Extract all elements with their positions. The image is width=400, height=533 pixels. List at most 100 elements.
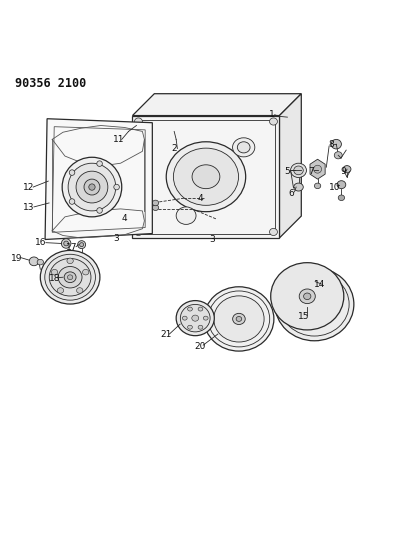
Ellipse shape <box>78 241 86 248</box>
Ellipse shape <box>68 275 73 280</box>
Ellipse shape <box>188 325 192 329</box>
Ellipse shape <box>58 266 82 288</box>
Text: 4: 4 <box>197 193 203 203</box>
Ellipse shape <box>62 157 122 217</box>
Ellipse shape <box>233 313 245 325</box>
Ellipse shape <box>97 161 102 166</box>
Ellipse shape <box>217 319 231 330</box>
Ellipse shape <box>192 315 199 321</box>
Ellipse shape <box>182 316 187 320</box>
Ellipse shape <box>49 259 91 296</box>
Ellipse shape <box>114 184 119 190</box>
Ellipse shape <box>89 184 95 190</box>
Ellipse shape <box>237 142 250 153</box>
Ellipse shape <box>338 195 344 200</box>
Ellipse shape <box>67 258 73 264</box>
Ellipse shape <box>29 257 39 266</box>
Ellipse shape <box>64 272 76 282</box>
Ellipse shape <box>180 304 210 332</box>
Ellipse shape <box>134 118 142 125</box>
Ellipse shape <box>292 272 307 287</box>
Ellipse shape <box>69 199 75 204</box>
Ellipse shape <box>76 288 83 293</box>
Ellipse shape <box>68 163 116 211</box>
Ellipse shape <box>294 183 303 191</box>
Text: 9: 9 <box>340 167 346 176</box>
Text: 12: 12 <box>23 183 34 191</box>
Ellipse shape <box>188 307 192 311</box>
Text: 21: 21 <box>160 330 172 340</box>
Text: 5: 5 <box>284 167 290 176</box>
Text: 16: 16 <box>35 238 47 247</box>
Ellipse shape <box>337 181 346 189</box>
Text: 3: 3 <box>209 235 215 244</box>
Ellipse shape <box>64 241 68 246</box>
Ellipse shape <box>173 148 238 205</box>
Text: 6: 6 <box>288 189 294 198</box>
Ellipse shape <box>343 166 351 173</box>
Text: 18: 18 <box>49 274 61 283</box>
Polygon shape <box>310 159 325 179</box>
Polygon shape <box>132 116 280 238</box>
Ellipse shape <box>84 179 100 195</box>
Ellipse shape <box>238 327 250 341</box>
Ellipse shape <box>176 301 214 336</box>
Ellipse shape <box>236 317 242 321</box>
Ellipse shape <box>166 142 246 212</box>
Text: 8: 8 <box>328 140 334 149</box>
Ellipse shape <box>45 254 96 300</box>
Ellipse shape <box>61 239 71 248</box>
Ellipse shape <box>334 152 342 159</box>
Ellipse shape <box>57 288 64 293</box>
Ellipse shape <box>198 325 203 329</box>
Ellipse shape <box>270 118 278 125</box>
Polygon shape <box>132 94 301 116</box>
Ellipse shape <box>271 263 344 330</box>
Ellipse shape <box>134 228 142 236</box>
Ellipse shape <box>270 228 278 236</box>
Ellipse shape <box>76 171 108 203</box>
Ellipse shape <box>331 140 342 149</box>
Ellipse shape <box>316 281 332 296</box>
Text: 15: 15 <box>298 312 310 321</box>
Ellipse shape <box>80 243 84 247</box>
Ellipse shape <box>294 166 303 175</box>
Ellipse shape <box>152 205 159 211</box>
Ellipse shape <box>275 268 354 341</box>
Ellipse shape <box>307 305 323 321</box>
Text: 14: 14 <box>314 280 325 289</box>
Ellipse shape <box>214 296 264 342</box>
Ellipse shape <box>314 183 321 189</box>
Text: 7: 7 <box>308 167 314 176</box>
Ellipse shape <box>69 170 75 175</box>
Ellipse shape <box>40 251 100 304</box>
Ellipse shape <box>246 308 261 319</box>
Ellipse shape <box>290 163 306 177</box>
Text: 90356 2100: 90356 2100 <box>15 77 86 90</box>
Ellipse shape <box>152 200 159 206</box>
Text: 3: 3 <box>114 234 120 243</box>
Text: 10: 10 <box>328 183 340 191</box>
Ellipse shape <box>314 165 322 173</box>
Ellipse shape <box>51 269 58 275</box>
Ellipse shape <box>37 260 44 265</box>
Ellipse shape <box>82 269 89 275</box>
Text: 4: 4 <box>122 214 127 223</box>
Text: 19: 19 <box>11 254 22 263</box>
Ellipse shape <box>192 165 220 189</box>
Ellipse shape <box>228 297 239 311</box>
Ellipse shape <box>304 293 311 300</box>
Text: 17: 17 <box>66 243 78 252</box>
Ellipse shape <box>198 307 203 311</box>
Text: 2: 2 <box>171 144 177 153</box>
Ellipse shape <box>204 287 274 351</box>
Text: 20: 20 <box>194 342 206 351</box>
Ellipse shape <box>299 289 315 304</box>
Text: 13: 13 <box>24 203 35 212</box>
Ellipse shape <box>232 138 255 157</box>
Ellipse shape <box>176 207 196 224</box>
Polygon shape <box>45 119 152 239</box>
Ellipse shape <box>283 296 298 312</box>
Ellipse shape <box>203 316 208 320</box>
Ellipse shape <box>97 208 102 213</box>
